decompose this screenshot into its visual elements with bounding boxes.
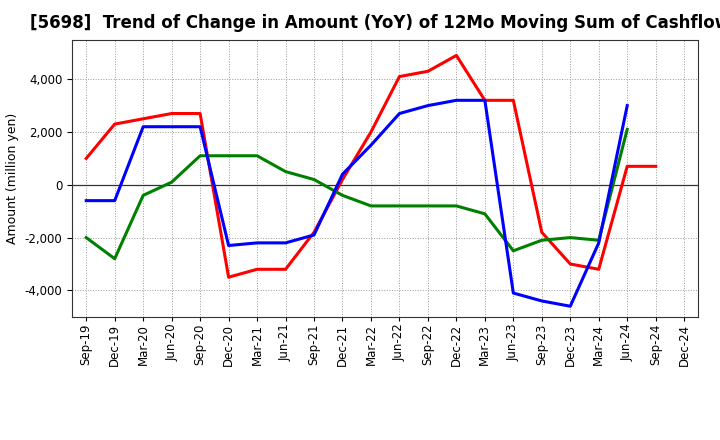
Investing Cashflow (480, 211, 489, 216)
Free Cashflow (452, 98, 461, 103)
Line: Investing Cashflow: Investing Cashflow (86, 129, 627, 259)
Operating Cashflow (310, 230, 318, 235)
Investing Cashflow (338, 193, 347, 198)
Operating Cashflow (566, 261, 575, 267)
Investing Cashflow (366, 203, 375, 209)
Operating Cashflow (225, 275, 233, 280)
Investing Cashflow (167, 180, 176, 185)
Investing Cashflow (110, 256, 119, 261)
Operating Cashflow (196, 111, 204, 116)
Investing Cashflow (423, 203, 432, 209)
Free Cashflow (338, 172, 347, 177)
Free Cashflow (395, 111, 404, 116)
Investing Cashflow (395, 203, 404, 209)
Title: [5698]  Trend of Change in Amount (YoY) of 12Mo Moving Sum of Cashflows: [5698] Trend of Change in Amount (YoY) o… (30, 15, 720, 33)
Investing Cashflow (566, 235, 575, 240)
Operating Cashflow (509, 98, 518, 103)
Operating Cashflow (338, 177, 347, 182)
Free Cashflow (566, 304, 575, 309)
Investing Cashflow (282, 169, 290, 174)
Operating Cashflow (452, 53, 461, 58)
Operating Cashflow (282, 267, 290, 272)
Investing Cashflow (452, 203, 461, 209)
Operating Cashflow (423, 69, 432, 74)
Free Cashflow (509, 290, 518, 296)
Free Cashflow (480, 98, 489, 103)
Operating Cashflow (139, 116, 148, 121)
Operating Cashflow (167, 111, 176, 116)
Operating Cashflow (110, 121, 119, 127)
Line: Free Cashflow: Free Cashflow (86, 100, 627, 306)
Free Cashflow (623, 103, 631, 108)
Free Cashflow (253, 240, 261, 246)
Free Cashflow (82, 198, 91, 203)
Investing Cashflow (537, 238, 546, 243)
Investing Cashflow (82, 235, 91, 240)
Free Cashflow (537, 298, 546, 304)
Investing Cashflow (310, 177, 318, 182)
Operating Cashflow (623, 164, 631, 169)
Investing Cashflow (595, 238, 603, 243)
Free Cashflow (595, 240, 603, 246)
Free Cashflow (366, 143, 375, 148)
Investing Cashflow (253, 153, 261, 158)
Line: Operating Cashflow: Operating Cashflow (86, 55, 656, 277)
Investing Cashflow (225, 153, 233, 158)
Investing Cashflow (623, 127, 631, 132)
Free Cashflow (110, 198, 119, 203)
Operating Cashflow (595, 267, 603, 272)
Operating Cashflow (253, 267, 261, 272)
Operating Cashflow (366, 129, 375, 135)
Free Cashflow (310, 232, 318, 238)
Free Cashflow (139, 124, 148, 129)
Investing Cashflow (139, 193, 148, 198)
Investing Cashflow (196, 153, 204, 158)
Investing Cashflow (509, 248, 518, 253)
Operating Cashflow (480, 98, 489, 103)
Free Cashflow (282, 240, 290, 246)
Free Cashflow (225, 243, 233, 248)
Operating Cashflow (395, 74, 404, 79)
Free Cashflow (167, 124, 176, 129)
Operating Cashflow (537, 230, 546, 235)
Operating Cashflow (652, 164, 660, 169)
Y-axis label: Amount (million yen): Amount (million yen) (6, 113, 19, 244)
Free Cashflow (423, 103, 432, 108)
Operating Cashflow (82, 156, 91, 161)
Free Cashflow (196, 124, 204, 129)
